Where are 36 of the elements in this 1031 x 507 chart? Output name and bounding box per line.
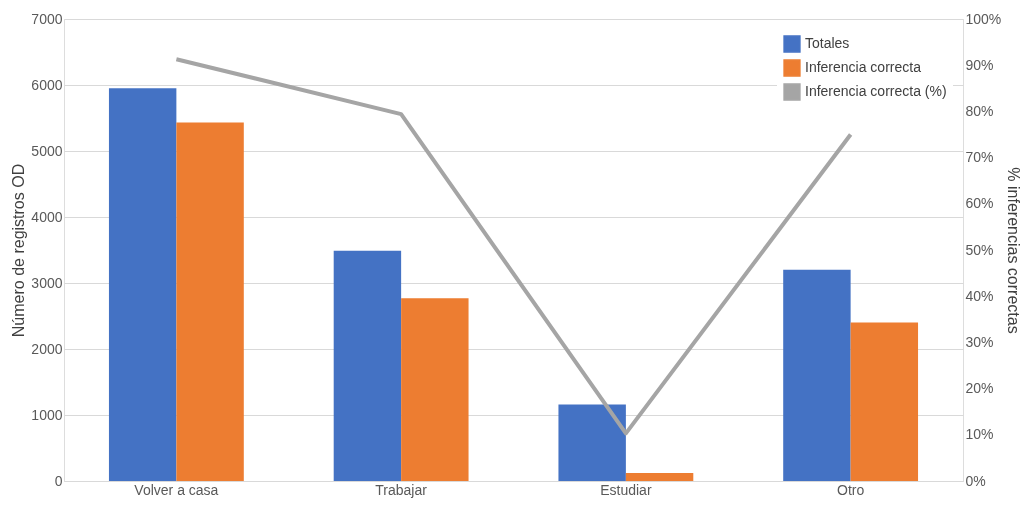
bar (333, 250, 402, 481)
y2-tick-label: 0% (965, 472, 986, 489)
y-tick-label: 2000 (31, 340, 63, 357)
y2-tick-label: 70% (965, 149, 994, 166)
y-tick-label: 6000 (31, 76, 63, 93)
legend-label: Totales (805, 35, 850, 51)
y-tick-label: 0 (54, 472, 63, 489)
y-tick-label: 4000 (31, 208, 63, 225)
x-tick-label: Otro (837, 481, 865, 498)
y2-tick-label: 20% (965, 380, 994, 397)
y2-tick-label: 10% (965, 426, 994, 443)
bar (625, 473, 694, 481)
y2-tick-label: 60% (965, 195, 994, 212)
y2-tick-label: 90% (965, 56, 994, 73)
bar (401, 298, 469, 481)
y-tick-label: 3000 (31, 274, 63, 291)
y2-tick-label: 50% (965, 241, 994, 258)
bar (558, 404, 626, 481)
legend-label: Inferencia correcta (805, 59, 922, 75)
x-tick-label: Trabajar (375, 481, 428, 498)
bar (176, 122, 244, 481)
bar (108, 88, 177, 481)
y-axis-title: Número de registros OD (10, 163, 28, 338)
y2-tick-label: 100% (965, 10, 1002, 27)
x-tick-label: Estudiar (600, 481, 652, 498)
bar (783, 269, 851, 481)
y2-tick-label: 40% (965, 287, 994, 304)
y-tick-label: 1000 (31, 406, 63, 423)
y-tick-label: 5000 (31, 142, 63, 159)
legend-label: Inferencia correcta (%) (805, 83, 947, 99)
y2-tick-label: 30% (965, 333, 994, 350)
bar (850, 322, 919, 481)
y2-tick-label: 80% (965, 102, 994, 119)
y-tick-label: 7000 (31, 10, 63, 27)
x-tick-label: Volver a casa (134, 481, 219, 498)
y2-axis-title: % inferencias correctas (1005, 167, 1023, 334)
